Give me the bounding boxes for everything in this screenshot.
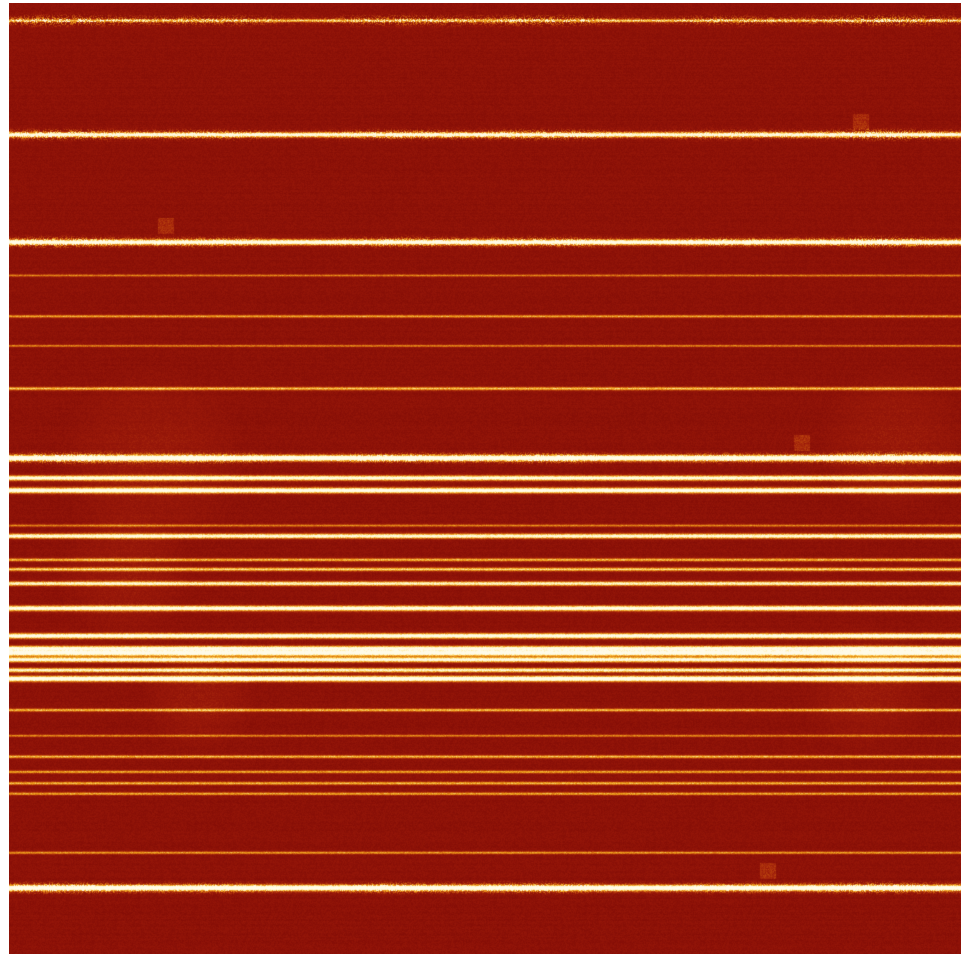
arc-lamp-spectrum-image [9, 3, 961, 954]
